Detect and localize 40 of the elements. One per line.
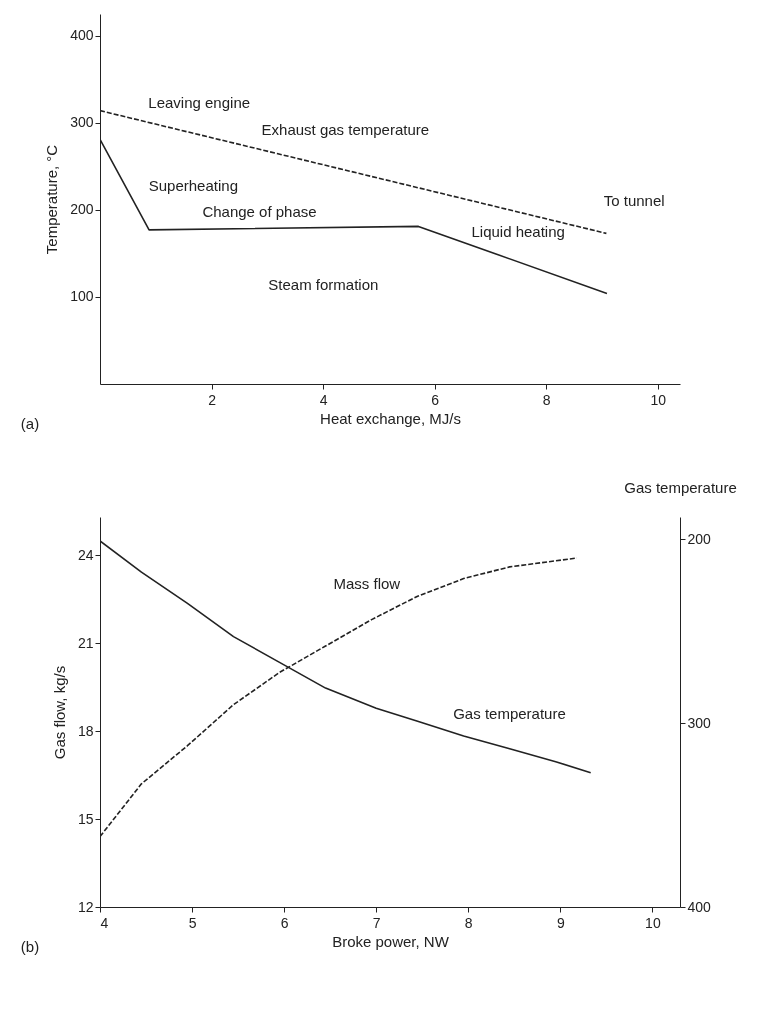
x-tick-label: 2 [208, 391, 217, 408]
x-tick-label: 10 [650, 391, 667, 408]
text: (a) [20, 415, 40, 432]
x-tick-label: 7 [372, 914, 381, 931]
y-axis-title: Temperature, °C [43, 144, 61, 255]
annotation: Steam formation [268, 275, 379, 293]
x-axis-title: Heat exchange, MJ/s [320, 409, 461, 427]
x-axis-title: Broke power, NW [332, 932, 450, 950]
y-tick-label: 400 [70, 27, 94, 44]
y-tick-label: 21 [77, 634, 94, 651]
y-tick-label: 200 [70, 201, 94, 218]
x-tick-label: 5 [188, 914, 197, 931]
annotation: Mass flow [333, 575, 401, 593]
y-tick-label: 18 [77, 722, 94, 739]
annotation: Leaving engine [148, 93, 251, 111]
x-tick-label: 6 [280, 914, 289, 931]
text: (b) [20, 938, 40, 955]
y-tick-label: 12 [77, 898, 94, 915]
x-tick-label: 4 [100, 914, 109, 931]
x-tick-label: 8 [542, 391, 551, 408]
x-tick-label: 8 [464, 914, 473, 931]
x-tick-label: 10 [645, 914, 661, 931]
x-tick-label: 9 [556, 914, 565, 931]
y-tick-label: 15 [77, 810, 94, 827]
x-tick-label: 4 [319, 391, 328, 408]
annotation: Gas temperature [453, 704, 566, 722]
y2-tick-label: 300 [687, 714, 712, 731]
y-tick-label: 24 [77, 546, 94, 563]
annotation: Superheating [148, 176, 239, 194]
y2-tick-label: 200 [687, 530, 712, 547]
y-tick-label: 300 [70, 114, 94, 131]
y2-tick-label: 400 [687, 898, 712, 915]
annotation: Change of phase [202, 202, 317, 220]
annotation: Exhaust gas temperature [261, 120, 430, 138]
annotation: To tunnel [603, 192, 665, 210]
x-tick-label: 6 [431, 391, 440, 408]
y-tick-label: 100 [70, 288, 94, 305]
annotation: Liquid heating [471, 222, 565, 240]
y-axis-title: Gas flow, kg/s [50, 665, 68, 760]
y2-axis-title: Gas temperature [624, 478, 737, 496]
